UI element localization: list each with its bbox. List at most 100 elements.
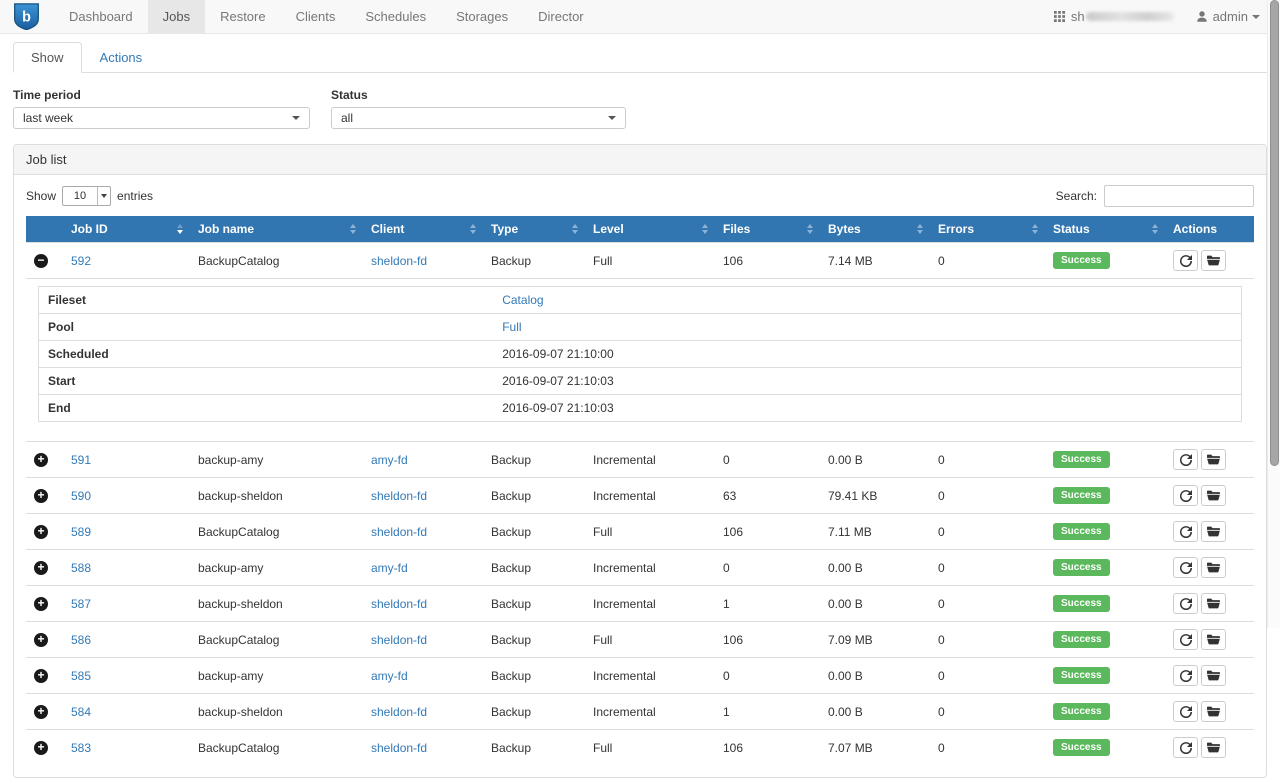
job-id-link[interactable]: 587	[71, 596, 92, 611]
expand-row-icon[interactable]: +	[34, 525, 48, 539]
detail-label: End	[38, 394, 494, 422]
job-id-link[interactable]: 589	[71, 524, 92, 539]
client-link[interactable]: sheldon-fd	[371, 524, 428, 539]
job-id-link[interactable]: 590	[71, 488, 92, 503]
search-input[interactable]	[1104, 185, 1254, 207]
user-menu[interactable]: admin	[1196, 9, 1260, 24]
refresh-icon	[1179, 705, 1192, 718]
job-name-cell: backup-sheldon	[190, 693, 363, 730]
column-header-type[interactable]: Type	[483, 216, 585, 243]
nav-item-schedules[interactable]: Schedules	[365, 9, 427, 24]
column-header-status[interactable]: Status	[1045, 216, 1165, 243]
folder-icon	[1207, 562, 1220, 573]
rerun-job-button[interactable]	[1173, 593, 1198, 614]
job-detail-row: Fileset Catalog Pool Full Scheduled 2016-09-0…	[26, 278, 1254, 442]
refresh-icon	[1179, 561, 1192, 574]
rerun-job-button[interactable]	[1173, 701, 1198, 722]
expand-row-icon[interactable]: +	[34, 453, 48, 467]
tab-show[interactable]: Show	[13, 42, 82, 73]
detail-value-link[interactable]: Full	[502, 320, 522, 334]
page-length-select[interactable]: 10	[62, 186, 112, 206]
column-header-job-id[interactable]: Job ID	[63, 216, 190, 243]
column-header-bytes[interactable]: Bytes	[820, 216, 930, 243]
sort-icon	[1032, 224, 1038, 234]
rerun-job-button[interactable]	[1173, 521, 1198, 542]
job-files-button[interactable]	[1201, 737, 1226, 758]
job-id-link[interactable]: 586	[71, 632, 92, 647]
rerun-job-button[interactable]	[1173, 557, 1198, 578]
sort-icon	[917, 224, 923, 234]
job-level-cell: Full	[585, 513, 715, 550]
scrollbar-thumb[interactable]	[1270, 0, 1279, 466]
rerun-job-button[interactable]	[1173, 485, 1198, 506]
client-link[interactable]: sheldon-fd	[371, 740, 428, 755]
job-id-link[interactable]: 591	[71, 452, 92, 467]
job-files-button[interactable]	[1201, 449, 1226, 470]
job-files-button[interactable]	[1201, 250, 1226, 271]
column-header-job-name[interactable]: Job name	[190, 216, 363, 243]
column-header-errors[interactable]: Errors	[930, 216, 1045, 243]
table-row-job-584: +584 backup-sheldon sheldon-fd Backup Increm…	[26, 693, 1254, 730]
rerun-job-button[interactable]	[1173, 665, 1198, 686]
nav-item-clients[interactable]: Clients	[295, 9, 336, 24]
sort-icon	[470, 224, 476, 234]
job-id-link[interactable]: 588	[71, 560, 92, 575]
client-link[interactable]: amy-fd	[371, 560, 408, 575]
nav-item-restore[interactable]: Restore	[220, 9, 266, 24]
job-files-button[interactable]	[1201, 665, 1226, 686]
actions-cell	[1165, 441, 1254, 478]
job-files-button[interactable]	[1201, 485, 1226, 506]
expand-row-icon[interactable]: +	[34, 561, 48, 575]
column-header-files[interactable]: Files	[715, 216, 820, 243]
sort-icon	[572, 224, 578, 234]
nav-item-director[interactable]: Director	[538, 9, 584, 24]
vertical-scrollbar[interactable]	[1267, 0, 1280, 628]
client-link[interactable]: sheldon-fd	[371, 632, 428, 647]
expand-row-icon[interactable]: +	[34, 597, 48, 611]
job-files-button[interactable]	[1201, 629, 1226, 650]
job-id-link[interactable]: 583	[71, 740, 92, 755]
tab-actions[interactable]: Actions	[99, 50, 143, 65]
expand-row-icon[interactable]: +	[34, 741, 48, 755]
client-link[interactable]: sheldon-fd	[371, 596, 428, 611]
client-link[interactable]: sheldon-fd	[371, 253, 428, 268]
status-select[interactable]: all	[331, 107, 626, 129]
nav-item-jobs[interactable]: Jobs	[147, 0, 206, 33]
job-name-cell: backup-sheldon	[190, 477, 363, 514]
detail-value-link[interactable]: Catalog	[502, 293, 544, 307]
column-header-client[interactable]: Client	[363, 216, 483, 243]
expand-row-icon[interactable]: +	[34, 705, 48, 719]
rerun-job-button[interactable]	[1173, 250, 1198, 271]
job-id-link[interactable]: 585	[71, 668, 92, 683]
director-host-prefix: sh	[1070, 9, 1085, 24]
collapse-row-icon[interactable]: −	[34, 254, 48, 268]
client-link[interactable]: sheldon-fd	[371, 704, 428, 719]
rerun-job-button[interactable]	[1173, 449, 1198, 470]
folder-icon	[1207, 255, 1220, 266]
client-link[interactable]: amy-fd	[371, 668, 408, 683]
nav-item-dashboard[interactable]: Dashboard	[69, 9, 133, 24]
expand-row-icon[interactable]: +	[34, 633, 48, 647]
job-files-button[interactable]	[1201, 593, 1226, 614]
expand-row-icon[interactable]: +	[34, 489, 48, 503]
client-link[interactable]: amy-fd	[371, 452, 408, 467]
time-period-select[interactable]: last week	[13, 107, 310, 129]
job-id-link[interactable]: 592	[71, 253, 92, 268]
client-link[interactable]: sheldon-fd	[371, 488, 428, 503]
detail-row-end: End 2016-09-07 21:10:03	[38, 394, 1242, 422]
jobs-table-body: −592 BackupCatalog sheldon-fd Backup Full 106…	[26, 242, 1254, 765]
table-row-job-585: +585 backup-amy amy-fd Backup Incremental 0 0.…	[26, 657, 1254, 694]
rerun-job-button[interactable]	[1173, 737, 1198, 758]
bareos-logo[interactable]: b	[0, 0, 54, 33]
job-files-button[interactable]	[1201, 557, 1226, 578]
expand-row-icon[interactable]: +	[34, 669, 48, 683]
status-badge: Success	[1053, 739, 1110, 756]
nav-item-storages[interactable]: Storages	[456, 9, 509, 24]
job-files-button[interactable]	[1201, 701, 1226, 722]
column-header-level[interactable]: Level	[585, 216, 715, 243]
job-files-button[interactable]	[1201, 521, 1226, 542]
rerun-job-button[interactable]	[1173, 629, 1198, 650]
job-id-link[interactable]: 584	[71, 704, 92, 719]
actions-cell	[1165, 513, 1254, 550]
job-type-cell: Backup	[483, 549, 585, 586]
